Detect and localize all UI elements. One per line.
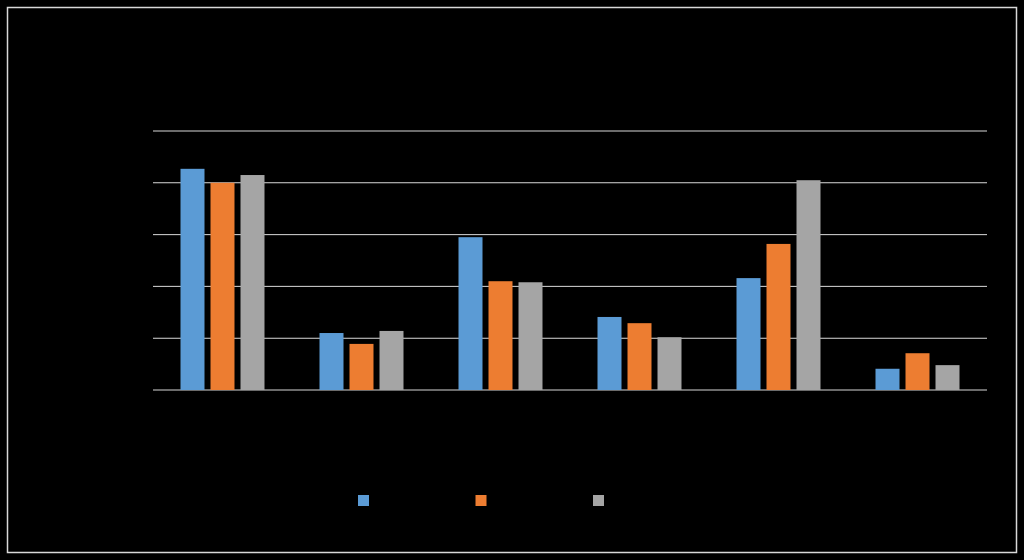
chart-border	[6, 6, 1018, 554]
bar	[875, 368, 900, 390]
bar	[657, 337, 682, 390]
bar	[349, 343, 374, 390]
bar	[210, 182, 235, 390]
bar	[518, 282, 543, 390]
bar	[796, 180, 821, 390]
bar	[240, 175, 265, 390]
bar	[736, 278, 761, 390]
bar	[766, 243, 791, 390]
legend-marker	[593, 495, 604, 506]
legend-marker	[358, 495, 369, 506]
legend-marker	[475, 495, 487, 506]
bar	[319, 333, 344, 390]
bar	[905, 353, 930, 390]
bar	[379, 330, 404, 390]
bar	[458, 237, 483, 390]
bar	[935, 365, 960, 390]
bar	[627, 323, 652, 390]
bar	[180, 168, 205, 390]
bar	[488, 281, 513, 390]
bar	[597, 316, 622, 390]
